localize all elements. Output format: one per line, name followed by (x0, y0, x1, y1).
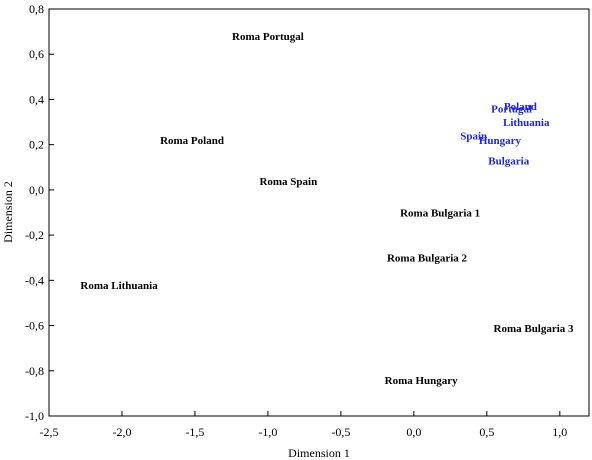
x-tick-label: -2,5 (40, 425, 59, 439)
x-axis-title: Dimension 1 (288, 446, 350, 460)
y-tick-label: 0,6 (29, 47, 44, 61)
y-tick-label: 0,4 (29, 92, 44, 106)
point-label: Bulgaria (488, 155, 529, 167)
y-tick-label: -0,2 (25, 228, 44, 242)
y-tick-label: -0,8 (25, 364, 44, 378)
point-label: Roma Spain (259, 176, 317, 188)
point-label: Roma Lithuania (80, 280, 158, 292)
point-label: Roma Bulgaria 3 (494, 323, 575, 335)
y-axis-title: Dimension 2 (1, 181, 15, 243)
x-tick-label: -1,5 (185, 425, 204, 439)
x-tick-label: 1,0 (552, 425, 567, 439)
point-label: Roma Bulgaria 1 (400, 208, 480, 220)
plot-area (48, 8, 590, 417)
y-tick-label: -0,4 (25, 273, 44, 287)
point-label: Poland (504, 101, 537, 113)
y-tick-label: -0,6 (25, 319, 44, 333)
x-tick-label: -2,0 (112, 425, 131, 439)
x-tick-label: -1,0 (258, 425, 277, 439)
x-tick-label: 0,5 (479, 425, 494, 439)
point-label: Spain (460, 131, 487, 143)
point-label: Roma Portugal (232, 31, 304, 43)
point-label: Hungary (479, 135, 522, 147)
y-tick-label: 0,2 (29, 138, 44, 152)
x-tick-label: -0,5 (331, 425, 350, 439)
y-tick-label: 0,0 (29, 183, 44, 197)
x-axis: -2,5 -2,0 -1,5 -1,0 -0,5 0,0 0,5 1,0 (40, 411, 567, 439)
x-tick-label: 0,0 (406, 425, 421, 439)
point-label: Roma Bulgaria 2 (387, 253, 468, 265)
point-label: Lithuania (503, 117, 550, 129)
y-tick-label: -1,0 (25, 409, 44, 423)
point-label: Portugal (491, 103, 532, 115)
point-label: Roma Hungary (385, 375, 459, 387)
y-axis: 0,8 0,6 0,4 0,2 0,0 -0,2 -0,4 -0,6 -0,8 -1,0 (25, 2, 54, 423)
y-tick-label: 0,8 (29, 2, 44, 16)
data-labels: Roma Portugal Roma Poland Roma Spain Roma L… (80, 31, 574, 387)
point-label: Roma Poland (160, 135, 224, 147)
